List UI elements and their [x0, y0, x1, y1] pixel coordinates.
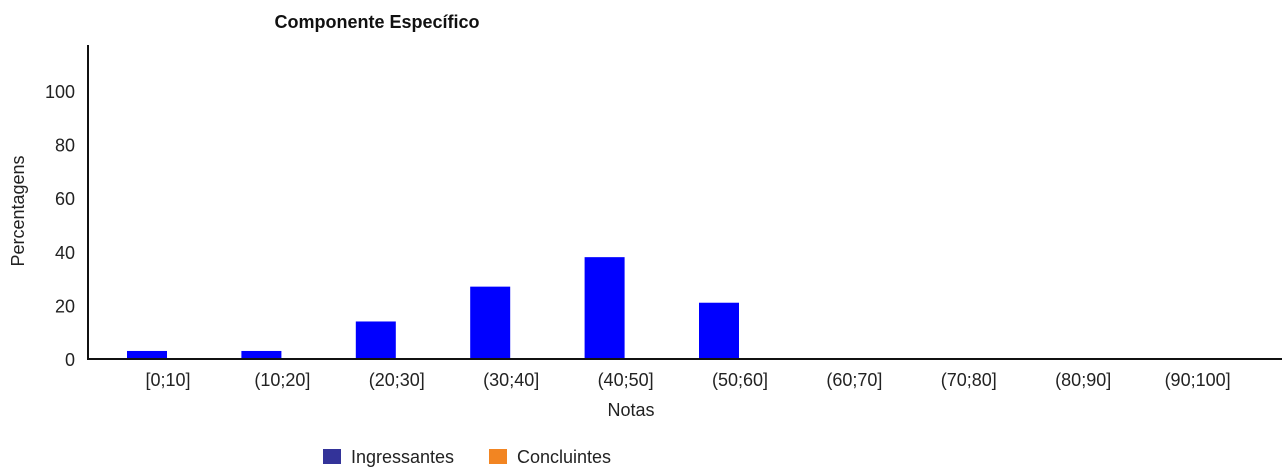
x-axis-ticks: [0;10] (10;20] (20;30] (30;40] (40;50] (50;60…	[145, 370, 1230, 390]
x-tick-label: (40;50]	[598, 370, 654, 390]
bar-ingressantes	[241, 350, 282, 359]
x-tick-label: (20;30]	[369, 370, 425, 390]
y-tick-label: 0	[65, 350, 75, 370]
y-tick-label: 100	[45, 82, 75, 102]
bar-ingressantes	[699, 302, 739, 359]
x-axis-label: Notas	[607, 400, 654, 420]
bar-ingressantes	[584, 257, 625, 359]
chart-title: Componente Específico	[274, 12, 479, 32]
bar-ingressantes	[470, 286, 511, 359]
bars	[127, 257, 739, 359]
x-tick-label: (60;70]	[826, 370, 882, 390]
bar-ingressantes	[127, 350, 167, 359]
x-tick-label: (80;90]	[1055, 370, 1111, 390]
legend-label: Ingressantes	[351, 447, 454, 467]
bar-ingressantes	[355, 321, 396, 359]
legend-label: Concluintes	[517, 447, 611, 467]
y-tick-label: 20	[55, 296, 75, 316]
x-tick-label: (90;100]	[1165, 370, 1231, 390]
y-tick-label: 80	[55, 136, 75, 156]
x-tick-label: (50;60]	[712, 370, 768, 390]
y-axis-ticks: 0 20 40 60 80 100	[45, 82, 75, 370]
legend: Ingressantes Concluintes	[323, 447, 611, 467]
x-tick-label: (70;80]	[941, 370, 997, 390]
legend-swatch	[323, 449, 341, 464]
legend-swatch	[489, 449, 507, 464]
x-tick-label: (10;20]	[254, 370, 310, 390]
y-tick-label: 40	[55, 243, 75, 263]
y-axis-label: Percentagens	[8, 155, 28, 266]
y-tick-label: 60	[55, 189, 75, 209]
x-tick-label: [0;10]	[145, 370, 190, 390]
x-tick-label: (30;40]	[483, 370, 539, 390]
